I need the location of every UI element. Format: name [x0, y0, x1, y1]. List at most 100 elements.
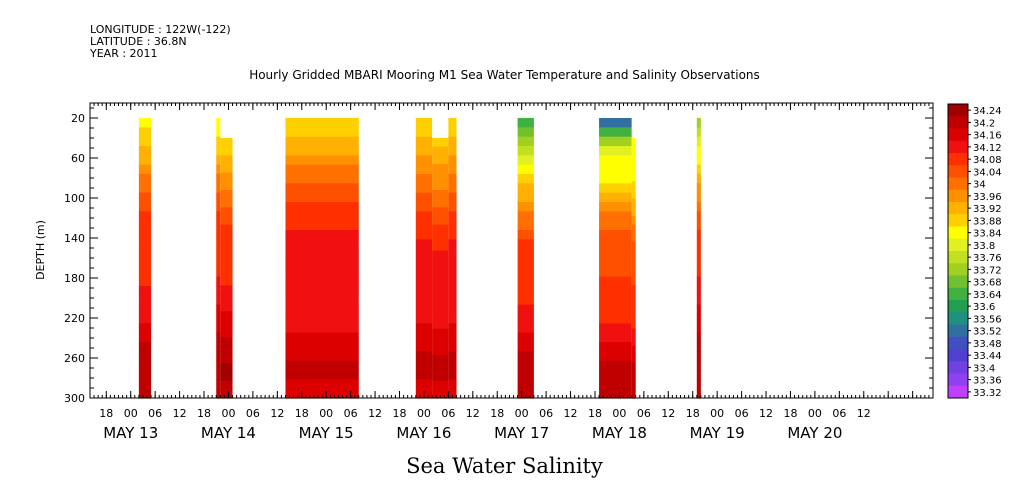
salinity-cell	[432, 155, 449, 165]
y-tick-label: 100	[64, 192, 85, 205]
salinity-cell	[631, 372, 636, 382]
colorbar-swatch	[948, 214, 968, 227]
salinity-cell	[599, 174, 632, 184]
salinity-cell	[599, 323, 632, 334]
salinity-cell	[696, 388, 701, 399]
salinity-cell	[696, 239, 701, 250]
salinity-cell	[216, 230, 221, 240]
salinity-cell	[138, 192, 152, 203]
salinity-cell	[432, 164, 449, 174]
salinity-cell	[631, 328, 636, 338]
x-tick-label: 18	[588, 407, 602, 420]
x-tick-label: 06	[246, 407, 260, 420]
colorbar-swatch	[948, 324, 968, 338]
salinity-cell	[285, 314, 359, 324]
salinity-cell	[415, 183, 433, 194]
data-block	[696, 118, 701, 399]
salinity-cell	[599, 295, 632, 306]
salinity-cell	[696, 286, 701, 296]
salinity-cell	[138, 360, 152, 371]
colorbar-label: 33.36	[973, 376, 1002, 387]
salinity-cell	[415, 304, 433, 315]
y-tick-label: 300	[64, 392, 85, 405]
salinity-cell	[415, 258, 433, 268]
colorbar-swatch	[948, 251, 968, 264]
salinity-cell	[696, 202, 701, 212]
salinity-cell	[432, 337, 449, 347]
salinity-cell	[631, 294, 636, 304]
salinity-cell	[631, 380, 636, 390]
salinity-cell	[448, 248, 457, 259]
data-block	[285, 118, 359, 399]
colorbar-label: 33.68	[973, 278, 1002, 289]
salinity-cell	[216, 332, 221, 343]
salinity-cell	[599, 230, 632, 240]
salinity-cell	[448, 183, 457, 194]
salinity-cell	[216, 276, 221, 287]
salinity-cell	[220, 190, 233, 200]
salinity-cell	[517, 118, 534, 128]
data-block	[631, 138, 636, 399]
salinity-cell	[517, 211, 534, 222]
salinity-cell	[138, 323, 152, 334]
salinity-cell	[415, 342, 433, 352]
salinity-cell	[138, 136, 152, 147]
date-label: MAY 13	[103, 424, 158, 442]
salinity-cell	[216, 174, 221, 184]
date-label: MAY 15	[299, 424, 354, 442]
colorbar-swatch	[948, 177, 968, 191]
salinity-cell	[216, 267, 221, 278]
salinity-cell	[220, 155, 233, 165]
salinity-cell	[517, 370, 534, 380]
salinity-cell	[138, 164, 152, 175]
colorbar-swatch	[948, 165, 968, 178]
salinity-cell	[220, 337, 233, 347]
salinity-cell	[448, 155, 457, 166]
salinity-cell	[432, 389, 449, 399]
salinity-cell	[285, 286, 359, 296]
salinity-cell	[285, 220, 359, 231]
salinity-cell	[432, 259, 449, 269]
salinity-cell	[631, 259, 636, 269]
x-tick-label: 12	[661, 407, 675, 420]
colorbar-label: 34	[973, 180, 986, 191]
salinity-cell	[599, 267, 632, 278]
x-tick-label: 12	[173, 407, 187, 420]
colorbar-swatch	[948, 385, 968, 399]
x-tick-label: 18	[99, 407, 113, 420]
colorbar-swatch	[948, 226, 968, 240]
colorbar-swatch	[948, 153, 968, 166]
data-block	[216, 118, 221, 399]
salinity-cell	[432, 250, 449, 260]
salinity-cell	[138, 388, 152, 399]
x-tick-label: 00	[808, 407, 822, 420]
x-tick-label: 06	[539, 407, 553, 420]
salinity-cell	[631, 181, 636, 191]
data-block	[220, 138, 233, 399]
salinity-cell	[138, 267, 152, 278]
salinity-cell	[216, 211, 221, 222]
x-tick-label: 00	[221, 407, 235, 420]
latitude-label: LATITUDE : 36.8N	[90, 35, 187, 48]
salinity-cell	[599, 146, 632, 156]
salinity-cell	[631, 389, 636, 399]
salinity-cell	[285, 323, 359, 334]
salinity-cell	[285, 127, 359, 138]
salinity-cell	[220, 198, 233, 208]
colorbar-swatch	[948, 336, 968, 350]
salinity-cell	[415, 230, 433, 240]
salinity-cell	[696, 230, 701, 240]
salinity-cell	[599, 192, 632, 203]
salinity-cell	[448, 351, 457, 362]
salinity-cell	[285, 230, 359, 240]
salinity-cell	[631, 198, 636, 208]
colorbar-swatch	[948, 263, 968, 276]
salinity-cell	[285, 248, 359, 259]
salinity-cell	[448, 164, 457, 175]
salinity-cell	[432, 268, 449, 278]
salinity-cell	[138, 211, 152, 222]
salinity-cell	[216, 295, 221, 306]
date-label: MAY 18	[592, 424, 647, 442]
salinity-cell	[631, 146, 636, 156]
salinity-cell	[415, 220, 433, 231]
